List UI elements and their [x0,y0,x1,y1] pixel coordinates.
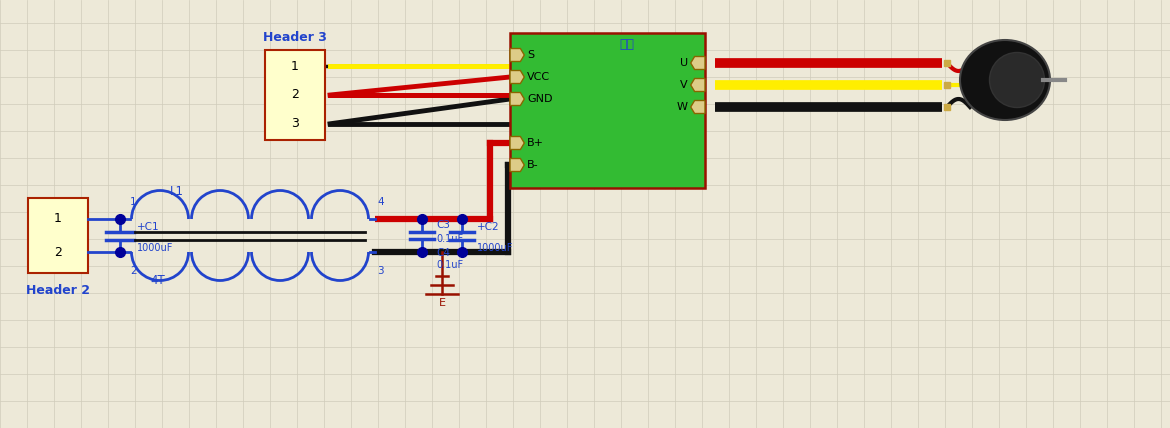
Text: VCC: VCC [526,72,550,82]
Text: B-: B- [526,160,538,170]
Polygon shape [510,137,524,149]
Text: V: V [681,80,688,90]
Text: 3: 3 [377,266,384,276]
Text: 1: 1 [130,197,137,207]
Text: S: S [526,50,535,60]
Bar [510,33,706,188]
Ellipse shape [990,53,1045,107]
Text: 2: 2 [54,246,62,259]
Polygon shape [510,158,524,172]
Text: 电调: 电调 [619,39,634,51]
Polygon shape [690,56,706,69]
Text: +C1: +C1 [137,222,159,232]
Bar [28,198,88,273]
Text: 1: 1 [54,212,62,226]
Text: C4: C4 [436,247,450,258]
Text: 0.1uF: 0.1uF [436,261,463,270]
Polygon shape [510,71,524,83]
Text: 3: 3 [291,117,300,130]
Text: B+: B+ [526,138,544,148]
Text: 1000uF: 1000uF [477,243,514,253]
Text: C3: C3 [436,220,450,231]
Text: 4: 4 [377,197,384,207]
Text: 2: 2 [291,89,300,101]
Text: L1: L1 [170,185,184,198]
Polygon shape [510,92,524,105]
Polygon shape [690,78,706,92]
Text: W: W [677,102,688,112]
Bar [264,50,325,140]
Polygon shape [690,101,706,113]
Ellipse shape [961,40,1049,120]
Text: U: U [680,58,688,68]
Text: GND: GND [526,94,552,104]
Text: Header 3: Header 3 [263,30,326,44]
Text: 0.1uF: 0.1uF [436,234,463,244]
Text: Header 2: Header 2 [26,285,90,297]
Text: 1: 1 [291,59,300,73]
Text: 2: 2 [130,266,137,276]
Polygon shape [510,48,524,62]
Text: 1000uF: 1000uF [137,243,173,253]
Text: +C2: +C2 [477,222,500,232]
Text: E: E [439,298,446,308]
Text: 4T: 4T [150,274,165,287]
